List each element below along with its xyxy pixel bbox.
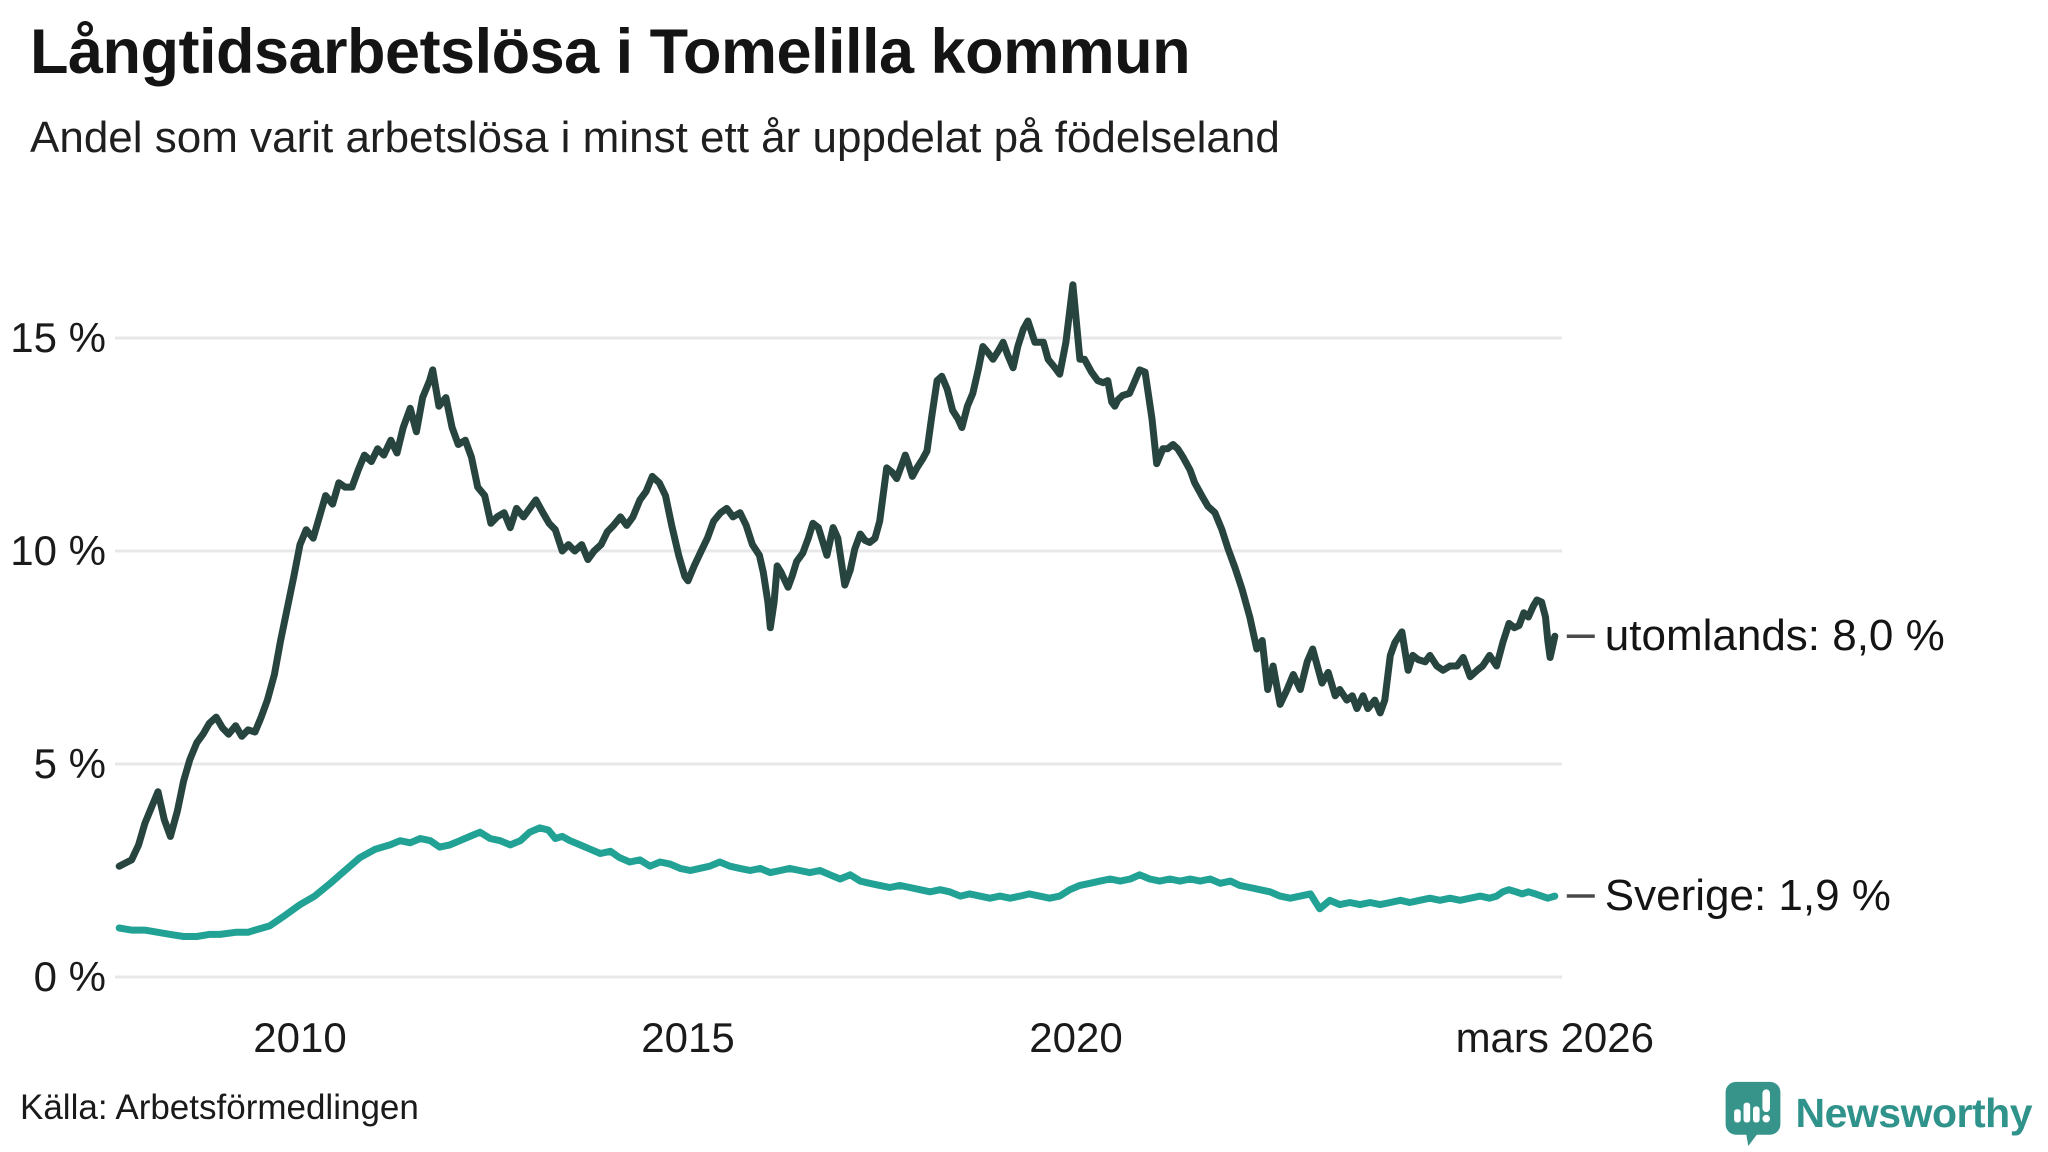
x-tick-label: 2020 bbox=[1029, 1014, 1123, 1061]
y-tick-label: 5 % bbox=[33, 740, 106, 787]
x-tick-label: 2015 bbox=[641, 1014, 735, 1061]
newsworthy-bubble-chart-icon bbox=[1725, 1081, 1780, 1147]
newsworthy-logo: Newsworthy bbox=[1722, 1081, 2033, 1147]
page-title: Långtidsarbetslösa i Tomelilla kommun bbox=[30, 17, 1191, 87]
series-end-label-Sverige: Sverige: 1,9 % bbox=[1604, 871, 1891, 921]
y-tick-label: 0 % bbox=[33, 953, 106, 1000]
x-tick-label: 2010 bbox=[253, 1014, 347, 1061]
series-line-Sverige bbox=[115, 824, 1559, 940]
source-note: Källa: Arbetsförmedlingen bbox=[20, 1088, 419, 1127]
y-tick-label: 15 % bbox=[10, 314, 106, 361]
newsworthy-wordmark: Newsworthy bbox=[1795, 1089, 2033, 1136]
y-tick-label: 10 % bbox=[10, 527, 106, 574]
x-tick-label: mars 2026 bbox=[1455, 1014, 1654, 1061]
chart-subtitle: Andel som varit arbetslösa i minst ett å… bbox=[30, 113, 1280, 162]
series-end-label-utomlands: utomlands: 8,0 % bbox=[1604, 611, 1945, 661]
series-line-utomlands bbox=[115, 281, 1559, 870]
